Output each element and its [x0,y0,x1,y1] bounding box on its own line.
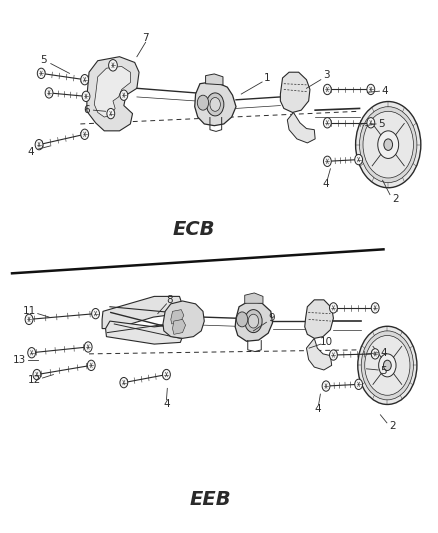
Circle shape [359,107,416,183]
Text: 10: 10 [319,337,332,348]
Circle shape [360,331,413,400]
Text: 4: 4 [322,179,328,189]
Text: ECB: ECB [172,220,214,239]
Text: 1: 1 [263,73,270,83]
Polygon shape [280,72,309,112]
Polygon shape [306,338,331,370]
Circle shape [323,118,331,128]
Polygon shape [235,301,272,341]
Text: 4: 4 [313,404,320,414]
Text: EEB: EEB [190,490,231,509]
Circle shape [197,95,208,110]
Circle shape [206,93,223,116]
Circle shape [33,369,41,379]
Polygon shape [172,319,185,334]
Circle shape [81,129,88,140]
Circle shape [120,90,127,100]
Polygon shape [304,300,333,338]
Circle shape [321,381,329,391]
Text: 4: 4 [381,86,387,96]
Text: 4: 4 [380,348,386,358]
Polygon shape [170,310,184,324]
Text: 3: 3 [322,70,328,80]
Circle shape [383,139,392,150]
Text: 11: 11 [22,306,35,317]
Circle shape [371,303,378,313]
Polygon shape [94,67,130,117]
Circle shape [209,98,220,111]
Circle shape [378,354,395,377]
Circle shape [35,140,43,150]
Polygon shape [287,112,314,143]
Circle shape [362,111,413,178]
Circle shape [357,326,416,405]
Text: 5: 5 [380,366,386,376]
Circle shape [45,88,53,98]
Text: 4: 4 [27,147,34,157]
Polygon shape [87,56,139,131]
Circle shape [81,75,88,85]
Text: 4: 4 [163,399,170,409]
Circle shape [37,68,45,78]
Polygon shape [244,293,262,303]
Circle shape [323,84,331,95]
Circle shape [87,360,95,370]
Circle shape [371,349,378,359]
Circle shape [247,314,258,328]
Polygon shape [205,74,223,85]
Text: 9: 9 [268,313,274,323]
Polygon shape [194,82,236,126]
Circle shape [84,342,92,352]
Circle shape [329,303,336,313]
Text: 2: 2 [389,421,395,431]
Circle shape [162,369,170,379]
Circle shape [92,309,99,319]
Circle shape [354,155,362,165]
Circle shape [355,101,420,188]
Circle shape [329,350,336,360]
Circle shape [354,379,362,390]
Text: 7: 7 [142,33,148,43]
Polygon shape [105,321,184,344]
Circle shape [106,108,114,119]
Text: 8: 8 [166,295,173,305]
Text: 6: 6 [83,105,90,115]
Circle shape [366,118,374,128]
Circle shape [28,348,35,358]
Circle shape [244,310,261,333]
Circle shape [120,377,127,388]
Circle shape [382,360,390,370]
Text: 2: 2 [392,193,398,204]
Circle shape [82,91,90,101]
Circle shape [108,60,117,71]
Text: 5: 5 [377,119,384,129]
Circle shape [364,335,409,395]
Circle shape [366,84,374,95]
Circle shape [377,131,398,158]
Text: 5: 5 [40,54,46,64]
Circle shape [323,156,331,166]
Polygon shape [102,296,182,328]
Circle shape [236,312,247,327]
Circle shape [25,314,33,325]
Polygon shape [162,301,204,338]
Text: 13: 13 [13,354,26,365]
Text: 12: 12 [28,375,41,385]
